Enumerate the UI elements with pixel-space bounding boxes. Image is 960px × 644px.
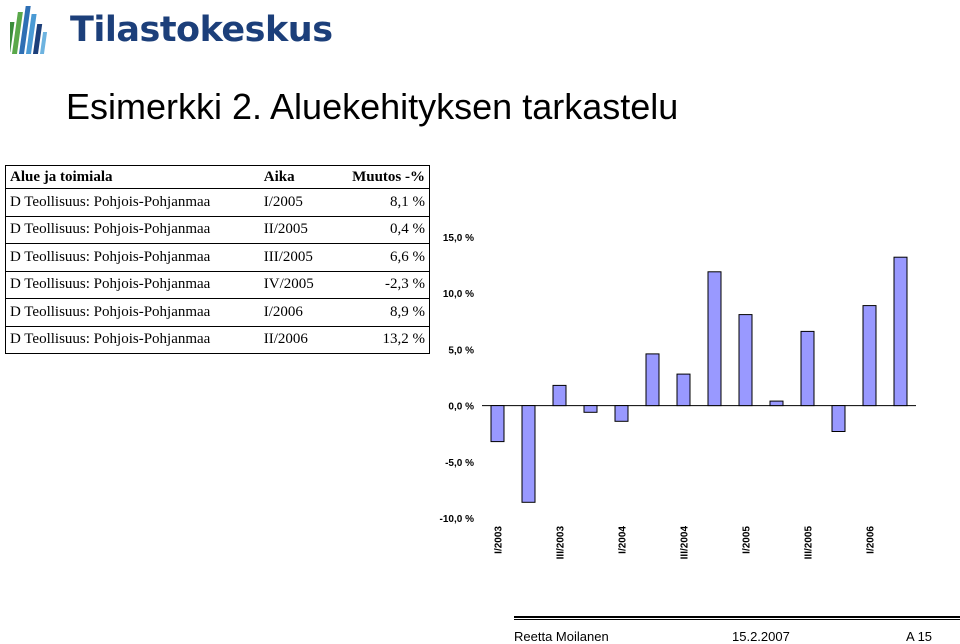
bar-IV-2005: [831, 405, 846, 433]
bar-III-2003: [552, 384, 567, 407]
footer-page-number: A 15: [906, 629, 933, 644]
footer-divider-thin: [514, 619, 960, 620]
table-cell-region: D Teollisuus: Pohjois-Pohjanmaa: [5, 298, 260, 327]
table-row: D Teollisuus: Pohjois-Pohjanmaa II/2005 …: [5, 216, 430, 244]
table-row: D Teollisuus: Pohjois-Pohjanmaa II/2006 …: [5, 326, 430, 354]
bar-I-2006: [862, 305, 877, 407]
bar-II-2005: [769, 400, 784, 407]
table-row: D Teollisuus: Pohjois-Pohjanmaa I/2005 8…: [5, 188, 430, 217]
page-title: Esimerkki 2. Aluekehityksen tarkastelu: [66, 86, 679, 127]
y-tick-label: 0,0 %: [448, 402, 474, 413]
y-tick-label: 10,0 %: [443, 289, 474, 300]
table-row: D Teollisuus: Pohjois-Pohjanmaa I/2006 8…: [5, 298, 430, 327]
x-tick-label: III/2004: [680, 526, 691, 560]
column-header-region: Alue ja toimiala: [5, 165, 260, 189]
x-tick-label: I/2005: [742, 526, 753, 554]
x-tick-label: III/2003: [556, 526, 567, 560]
table-cell-change: -2,3 %: [330, 271, 430, 299]
column-header-change: Muutos -%: [330, 165, 430, 189]
bar-II-2006: [893, 256, 908, 407]
table-cell-change: 8,9 %: [330, 298, 430, 327]
data-table: Alue ja toimiala Aika Muutos -% D Teolli…: [5, 165, 430, 354]
x-tick-label: I/2004: [618, 526, 629, 554]
bar-I-2003: [490, 405, 505, 443]
bar-II-2004: [645, 353, 660, 407]
bar-chart: -10,0 % -5,0 % 0,0 % 5,0 % 10,0 % 15,0 % I/200…: [440, 233, 916, 560]
table-cell-region: D Teollisuus: Pohjois-Pohjanmaa: [5, 243, 260, 272]
table-cell-period: III/2005: [259, 243, 331, 272]
bar-IV-2003: [583, 405, 598, 413]
bar-II-2003: [521, 405, 536, 503]
bar-I-2004: [614, 405, 629, 422]
table-cell-region: D Teollisuus: Pohjois-Pohjanmaa: [5, 216, 260, 244]
bar-I-2005: [738, 314, 753, 407]
table-cell-change: 13,2 %: [330, 326, 430, 354]
y-tick-label: 15,0 %: [443, 233, 474, 244]
bar-III-2004: [676, 373, 691, 407]
table-cell-change: 0,4 %: [330, 216, 430, 244]
y-tick-label: 5,0 %: [448, 345, 474, 356]
bar-IV-2004: [707, 271, 722, 407]
table-cell-period: IV/2005: [259, 271, 331, 299]
table-cell-region: D Teollisuus: Pohjois-Pohjanmaa: [5, 188, 260, 217]
footer-date: 15.2.2007: [732, 629, 790, 644]
table-cell-period: I/2005: [259, 188, 331, 217]
footer-divider: [514, 616, 960, 618]
footer-author: Reetta Moilanen: [514, 629, 609, 644]
table-cell-period: II/2005: [259, 216, 331, 244]
column-header-period: Aika: [259, 165, 331, 189]
x-tick-label: I/2006: [866, 526, 877, 554]
table-row: D Teollisuus: Pohjois-Pohjanmaa IV/2005 …: [5, 271, 430, 299]
y-tick-label: -5,0 %: [445, 458, 474, 469]
y-tick-label: -10,0 %: [440, 514, 475, 525]
table-cell-period: II/2006: [259, 326, 331, 354]
statistics-finland-logo-icon: [10, 6, 48, 54]
table-cell-change: 8,1 %: [330, 188, 430, 217]
table-cell-region: D Teollisuus: Pohjois-Pohjanmaa: [5, 326, 260, 354]
table-cell-region: D Teollisuus: Pohjois-Pohjanmaa: [5, 271, 260, 299]
logo: Tilastokeskus: [10, 4, 333, 60]
footer: Reetta Moilanen 15.2.2007 A 15: [514, 616, 960, 644]
bar-III-2005: [800, 330, 815, 407]
logo-text: Tilastokeskus: [70, 10, 333, 50]
table-row: D Teollisuus: Pohjois-Pohjanmaa III/2005…: [5, 243, 430, 272]
x-tick-label: III/2005: [804, 526, 815, 560]
table-cell-change: 6,6 %: [330, 243, 430, 272]
x-tick-label: I/2003: [494, 526, 505, 554]
table-cell-period: I/2006: [259, 298, 331, 327]
table-header-row: Alue ja toimiala Aika Muutos -%: [5, 165, 430, 189]
